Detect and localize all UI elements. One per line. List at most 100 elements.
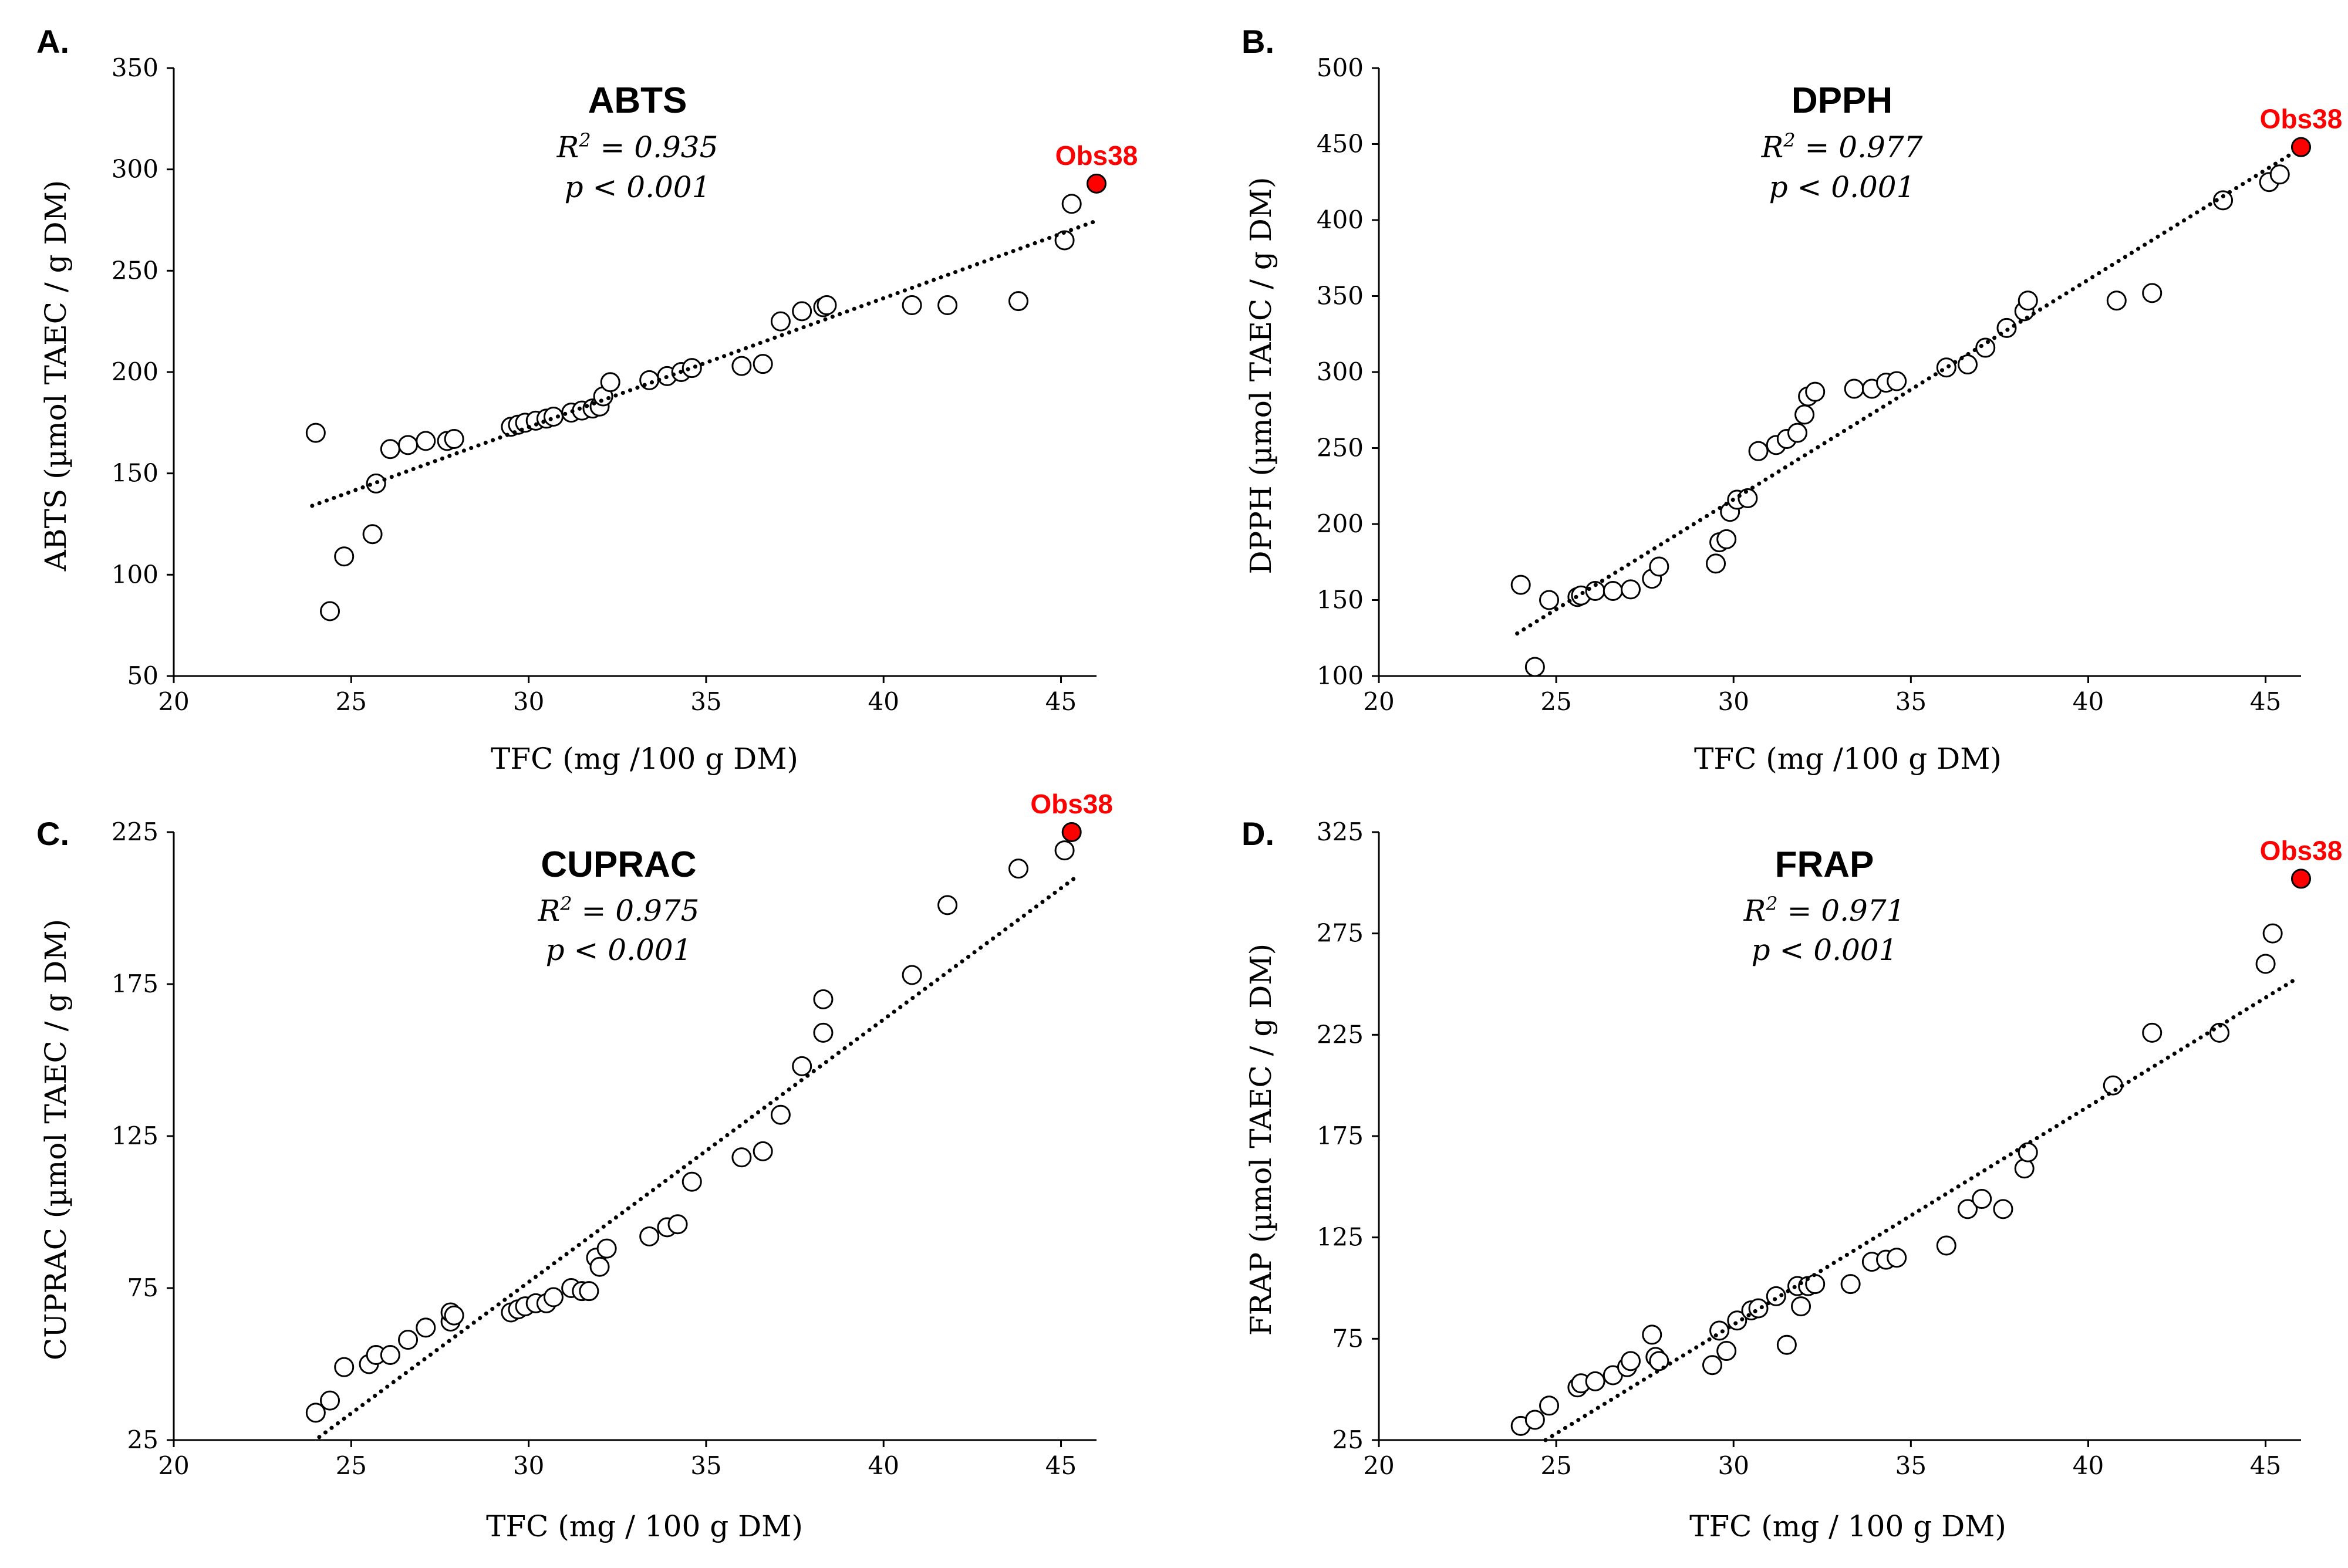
x-axis-label: TFC (mg /100 g DM) bbox=[491, 742, 798, 776]
data-point bbox=[1061, 194, 1082, 214]
data-point bbox=[320, 601, 340, 621]
data-point bbox=[579, 1281, 599, 1302]
y-tick-label: 175 bbox=[112, 969, 158, 998]
data-point bbox=[1008, 291, 1028, 312]
r-squared-label: R2 = 0.971 bbox=[1743, 893, 1905, 928]
y-tick-label: 125 bbox=[112, 1121, 158, 1150]
y-tick-label: 200 bbox=[1317, 509, 1364, 538]
x-tick-label: 40 bbox=[868, 687, 899, 716]
y-axis-label: ABTS (µmol TAEC / g DM) bbox=[39, 180, 73, 572]
outlier-label: Obs38 bbox=[1030, 789, 1113, 819]
panel-abts: A. ABTS R2 = 0.935 p < 0.001 TFC (mg /10… bbox=[36, 23, 1138, 776]
data-point bbox=[1844, 379, 1864, 399]
data-point bbox=[2255, 954, 2276, 974]
y-tick-label: 450 bbox=[1317, 130, 1364, 158]
data-point bbox=[1993, 1199, 2013, 1219]
data-point bbox=[1539, 1395, 1560, 1416]
data-point bbox=[2103, 1075, 2123, 1096]
data-point bbox=[2018, 1142, 2038, 1163]
x-tick-label: 25 bbox=[1540, 687, 1571, 716]
chart-title: DPPH bbox=[1792, 80, 1892, 121]
outlier-point bbox=[1087, 173, 1106, 194]
x-axis-label: TFC (mg / 100 g DM) bbox=[486, 1509, 803, 1543]
data-point bbox=[1766, 1286, 1786, 1306]
data-point bbox=[1539, 590, 1560, 610]
data-point bbox=[1887, 1248, 1907, 1268]
x-tick-label: 20 bbox=[158, 687, 189, 716]
y-tick-label: 275 bbox=[1317, 919, 1364, 948]
data-point bbox=[1975, 337, 1996, 358]
data-point bbox=[444, 1305, 464, 1326]
data-point bbox=[753, 1141, 773, 1161]
data-point bbox=[1510, 575, 1531, 595]
data-point bbox=[639, 1226, 660, 1246]
x-tick-label: 45 bbox=[2250, 1451, 2281, 1480]
x-tick-label: 20 bbox=[1363, 687, 1394, 716]
x-axis-label: TFC (mg / 100 g DM) bbox=[1689, 1509, 2006, 1543]
data-point bbox=[902, 965, 922, 985]
y-tick-label: 25 bbox=[127, 1425, 158, 1454]
y-axis-label: FRAP (µmol TAEC / g DM) bbox=[1244, 944, 1278, 1336]
data-point bbox=[2142, 1022, 2163, 1043]
y-tick-label: 150 bbox=[1317, 586, 1364, 614]
trend-line bbox=[1515, 148, 2300, 636]
y-tick-label: 100 bbox=[1317, 661, 1364, 690]
y-tick-label: 500 bbox=[1317, 53, 1364, 82]
data-point bbox=[639, 370, 660, 390]
x-tick-label: 30 bbox=[513, 687, 544, 716]
data-point bbox=[813, 1022, 834, 1043]
r-squared-label: R2 = 0.935 bbox=[556, 129, 718, 164]
plot-area: 20 25 30 35 40 45 50 100 150 200 250 300 350 Obs38 bbox=[112, 53, 1138, 716]
chart-title: ABTS bbox=[588, 80, 687, 121]
data-point bbox=[792, 301, 812, 322]
data-point bbox=[1524, 1410, 1545, 1430]
y-tick-label: 125 bbox=[1317, 1223, 1364, 1252]
y-tick-label: 300 bbox=[1317, 357, 1364, 386]
data-point bbox=[543, 1287, 564, 1307]
data-point bbox=[416, 1317, 436, 1338]
data-point bbox=[2142, 283, 2163, 303]
data-point bbox=[1649, 556, 1669, 577]
x-tick-label: 30 bbox=[1718, 1451, 1749, 1480]
data-point bbox=[1748, 441, 1769, 461]
r-squared-label: R2 = 0.977 bbox=[1761, 129, 1923, 164]
p-value-label: p < 0.001 bbox=[565, 170, 711, 204]
y-axis-label: DPPH (µmol TAEC / g DM) bbox=[1244, 177, 1278, 574]
panel-letter: B. bbox=[1242, 23, 1274, 60]
x-tick-label: 35 bbox=[1895, 1451, 1927, 1480]
data-point bbox=[1840, 1274, 1861, 1295]
x-axis-label: TFC (mg /100 g DM) bbox=[1694, 742, 2002, 776]
x-tick-label: 40 bbox=[2073, 687, 2104, 716]
y-tick-label: 300 bbox=[112, 155, 158, 184]
data-point bbox=[1972, 1189, 1992, 1209]
data-point bbox=[813, 989, 834, 1009]
x-tick-label: 30 bbox=[1718, 687, 1749, 716]
outlier-label: Obs38 bbox=[2260, 835, 2343, 866]
panel-dpph: B. DPPH R2 = 0.977 p < 0.001 TFC (mg /10… bbox=[1242, 23, 2342, 776]
x-tick-label: 25 bbox=[336, 687, 367, 716]
data-point bbox=[1936, 1235, 1956, 1256]
data-point bbox=[2106, 290, 2127, 311]
y-tick-label: 100 bbox=[112, 560, 158, 589]
data-point bbox=[1727, 1310, 1747, 1331]
data-point bbox=[380, 439, 400, 459]
x-tick-label: 20 bbox=[1363, 1451, 1394, 1480]
data-point bbox=[1716, 529, 1737, 549]
data-point bbox=[1787, 423, 1807, 443]
data-point bbox=[1642, 1324, 1662, 1345]
data-point bbox=[444, 428, 464, 449]
data-point bbox=[305, 423, 326, 443]
y-tick-label: 75 bbox=[127, 1273, 158, 1302]
data-point bbox=[770, 311, 791, 332]
x-tick-label: 35 bbox=[1895, 687, 1927, 716]
data-point bbox=[589, 1256, 610, 1277]
y-tick-label: 50 bbox=[127, 661, 158, 690]
data-point bbox=[1776, 1334, 1797, 1355]
panel-frap: D. FRAP R2 = 0.971 p < 0.001 TFC (mg / 1… bbox=[1242, 815, 2342, 1543]
y-axis-label: CUPRAC (µmol TAEC / g DM) bbox=[39, 919, 73, 1360]
x-tick-label: 35 bbox=[690, 1451, 721, 1480]
data-point bbox=[1524, 657, 1545, 677]
